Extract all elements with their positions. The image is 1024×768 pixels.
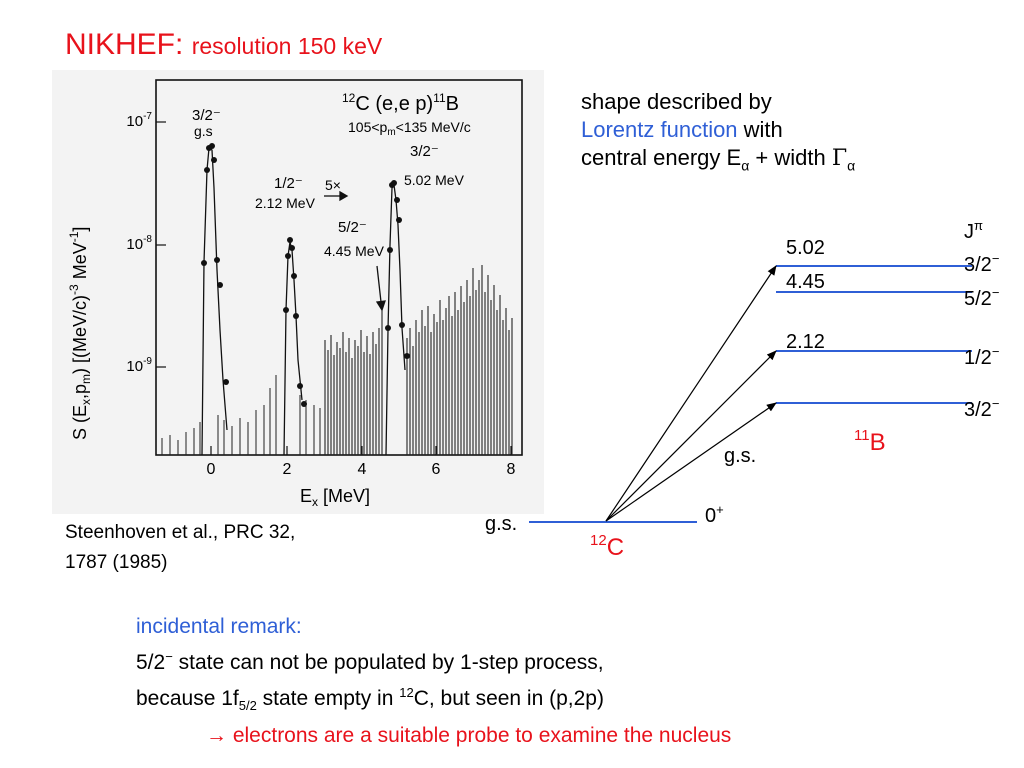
- spectrum-figure: 10-7 10-8 10-9 0 2 4 6 8 Ex [MeV] S (Ex,…: [52, 70, 544, 514]
- gs-annotation: g.s: [194, 123, 213, 139]
- spin-label: 5/2−: [964, 285, 999, 310]
- reaction-label: 12C (e,e p)11B: [342, 91, 459, 115]
- e212-annotation: 2.12 MeV: [255, 195, 316, 211]
- y-axis-label: S (Ex,pm) [(MeV/c)-3 MeV-1]: [67, 227, 93, 440]
- citation: Steenhoven et al., PRC 32, 1787 (1985): [65, 522, 296, 573]
- transition-arrow: [605, 402, 777, 522]
- e445-annotation: 4.45 MeV: [324, 243, 385, 259]
- x-tick-label: 6: [432, 461, 441, 478]
- transition-arrow: [605, 265, 777, 522]
- spin-label: 3/2−: [964, 251, 999, 276]
- y-tick-label: 10-8: [126, 234, 152, 253]
- description-text: shape described by Lorentz function with…: [581, 88, 855, 179]
- svg-text:3/2⁻: 3/2⁻: [410, 143, 439, 160]
- energy-label: 2.12: [786, 331, 825, 353]
- c12-label: 12C: [590, 532, 624, 561]
- remark-line2: because 1f5/2 state empty in 12C, but se…: [136, 685, 604, 714]
- remark-heading: incidental remark:: [136, 615, 302, 638]
- x-tick-label: 4: [358, 461, 367, 478]
- remark-conclusion: → electrons are a suitable probe to exam…: [206, 724, 732, 748]
- x-axis-label: Ex [MeV]: [300, 486, 370, 509]
- arrow-icon: →: [206, 724, 227, 748]
- y-tick-label: 10-9: [126, 356, 152, 375]
- momentum-range: 105<pm<135 MeV/c: [348, 119, 471, 138]
- svg-text:3/2⁻: 3/2⁻: [192, 107, 221, 124]
- jpi-header: Jπ: [964, 218, 983, 243]
- title-main: NIKHEF:: [65, 28, 184, 61]
- transition-arrow: [605, 350, 777, 522]
- title-sub: resolution 150 keV: [191, 33, 383, 59]
- e502-annotation: 5.02 MeV: [404, 172, 465, 188]
- page-title: NIKHEF: resolution 150 keV: [65, 28, 382, 63]
- y-tick-label: 10-7: [126, 111, 152, 130]
- energy-label: 5.02: [786, 237, 825, 259]
- c12-spin-label: 0+: [705, 502, 724, 527]
- svg-text:5/2⁻: 5/2⁻: [338, 219, 367, 236]
- description-line1: shape described by: [581, 89, 772, 114]
- description-line3: central energy Eα + width Γα: [581, 145, 856, 174]
- spin-label: 1/2−: [964, 344, 999, 369]
- description-line2: Lorentz function with: [581, 117, 783, 142]
- c12-gs-label: g.s.: [485, 513, 517, 535]
- scale-annotation: 5×: [325, 177, 341, 193]
- x-tick-label: 0: [207, 461, 216, 478]
- b11-label: 11B: [854, 427, 886, 456]
- x-tick-label: 8: [507, 461, 516, 478]
- energy-label: g.s.: [724, 445, 756, 467]
- remark-line1: 5/2− state can not be populated by 1-ste…: [136, 649, 604, 674]
- x-tick-label: 2: [283, 461, 292, 478]
- spin-label: 3/2−: [964, 396, 999, 421]
- svg-text:1/2⁻: 1/2⁻: [274, 175, 303, 192]
- remark-block: incidental remark: 5/2− state can not be…: [136, 612, 731, 751]
- energy-label: 4.45: [786, 271, 825, 293]
